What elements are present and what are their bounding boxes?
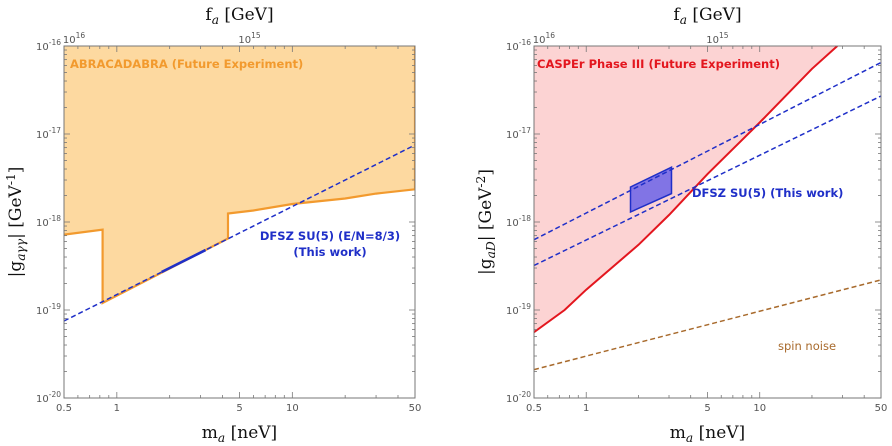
panel-right: 0.5 1 5 10 50 10-20 10-19 10-18 10-17 10-16 1016 10… — [474, 5, 887, 445]
x-tick-label: 1 — [583, 403, 589, 414]
top-tick-label: 1015 — [238, 31, 261, 46]
spin-noise-label: spin noise — [778, 339, 836, 353]
x-tick-label: 5 — [704, 403, 710, 414]
dfsz-band-label: DFSZ SU(5) (This work) — [692, 186, 843, 200]
abracadabra-boundary — [64, 46, 415, 305]
series-dfsz-solid-segment — [161, 248, 207, 274]
y-tick-label: 10-18 — [36, 214, 61, 229]
panel-left: 0.5 1 5 10 50 10-20 10-19 10-18 10-17 10-16 1016 10… — [4, 5, 421, 445]
x-axis-label: ma [neV] — [670, 423, 745, 445]
x-tick-label: 1 — [114, 403, 120, 414]
dfsz-label-line2: (This work) — [293, 245, 366, 259]
top-tick-label: 1016 — [533, 31, 556, 46]
y-tick-label: 10-19 — [506, 302, 531, 317]
x-tick-label: 50 — [875, 403, 888, 414]
series-spin-noise — [534, 279, 881, 371]
y-tick-label: 10-17 — [506, 126, 531, 141]
x-axis-label: ma [neV] — [202, 423, 277, 445]
series-dfsz-lower — [534, 95, 881, 267]
y-tick-label: 10-16 — [506, 38, 531, 53]
x-tick-label: 5 — [236, 403, 242, 414]
x-tick-label: 10 — [753, 403, 766, 414]
x-tick-label: 50 — [409, 403, 422, 414]
y-tick-label: 10-20 — [36, 390, 61, 405]
casper-region — [534, 46, 838, 333]
y-tick-label: 10-19 — [36, 302, 61, 317]
dfsz-band — [629, 166, 673, 214]
top-tick-label: 1016 — [63, 31, 86, 46]
abracadabra-region — [64, 46, 415, 303]
x-tick-label: 0.5 — [56, 403, 72, 414]
top-axis-label: fa [GeV] — [205, 5, 273, 27]
series-dfsz-upper — [534, 61, 881, 241]
dfsz-label-line1: DFSZ SU(5) (E/N=8/3) — [260, 229, 400, 243]
plot-area — [64, 46, 415, 322]
casper-boundary — [534, 46, 838, 334]
y-tick-label: 10-20 — [506, 390, 531, 405]
abracadabra-label: ABRACADABRA (Future Experiment) — [70, 57, 303, 71]
y-tick-label: 10-16 — [36, 38, 61, 53]
y-tick-label: 10-18 — [506, 214, 531, 229]
y-axis-label: |gaγγ| [GeV-1] — [4, 167, 28, 278]
top-tick-label: 1015 — [706, 31, 729, 46]
casper-label: CASPEr Phase III (Future Experiment) — [537, 57, 780, 71]
plot-area — [534, 46, 881, 371]
series-dfsz-su-5-e-n-8-3- — [64, 144, 415, 322]
x-tick-label: 10 — [286, 403, 299, 414]
x-tick-label: 0.5 — [526, 403, 542, 414]
top-axis-label: fa [GeV] — [673, 5, 741, 27]
y-tick-label: 10-17 — [36, 126, 61, 141]
y-axis-label: |gaD| [GeV-2] — [474, 169, 498, 275]
